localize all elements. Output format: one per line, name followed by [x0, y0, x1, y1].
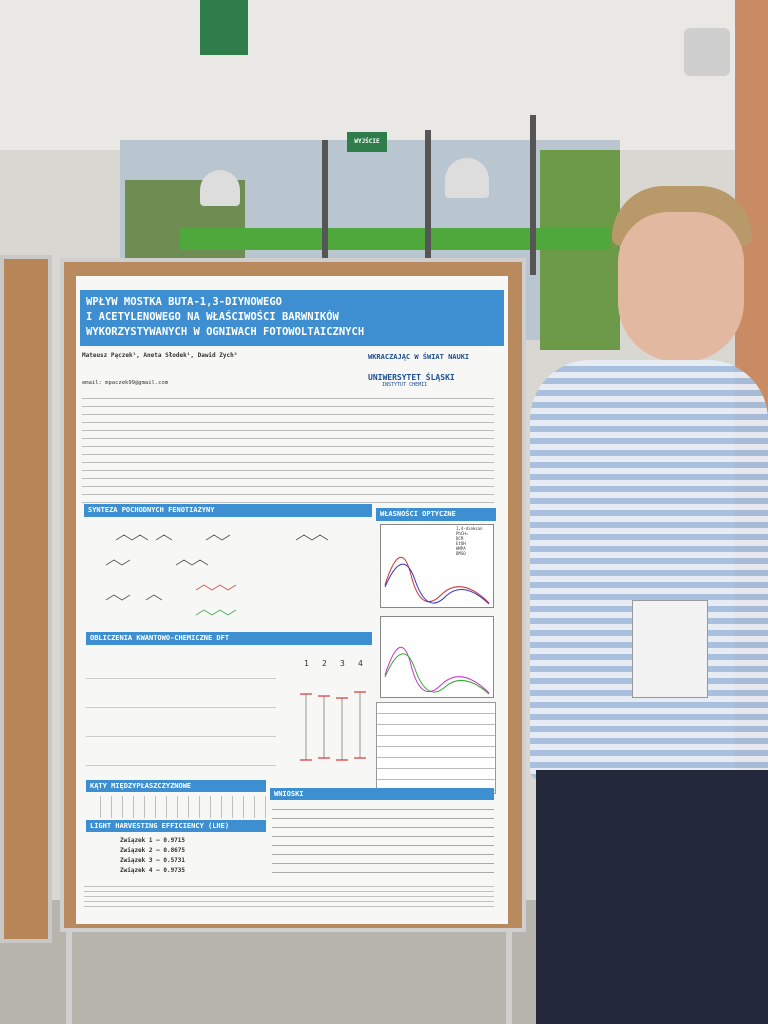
section-header: KĄTY MIĘDZYPŁASZCZYZNOWE: [86, 780, 266, 792]
tree: [540, 150, 620, 350]
intro-text: [82, 394, 494, 504]
section-header: WŁASNOŚCI OPTYCZNE: [376, 508, 496, 521]
title-line: WPŁYW MOSTKA BUTA-1,3-DIYNOWEGO: [86, 296, 282, 308]
side-board: [0, 255, 52, 943]
compound-label: 2: [322, 659, 327, 668]
green-structure: [180, 228, 610, 250]
poster: WPŁYW MOSTKA BUTA-1,3-DIYNOWEGO I ACETYL…: [76, 276, 508, 924]
absorption-chart: [380, 524, 494, 608]
window-frame: [322, 140, 328, 270]
spectrum: [384, 556, 490, 605]
spectrum: [384, 646, 490, 695]
lamp: [200, 170, 240, 206]
projector: [684, 28, 730, 76]
legend-entry: PhCH₃: [456, 531, 469, 536]
legend: 1,4-dioksan PhCH₃ DCM EtOH HMPA DMSO: [456, 526, 483, 556]
compound-label: 4: [358, 659, 363, 668]
angle-sketch: [90, 796, 266, 818]
lhe-value: Związek 1 – 0.9715: [120, 837, 186, 844]
legend-entry: EtOH: [456, 541, 466, 546]
authors: Mateusz Pączek¹, Aneta Słodek¹, Dawid Zy…: [82, 352, 238, 359]
lhe-value: Związek 4 – 0.9735: [120, 867, 186, 874]
logo: WKRACZAJĄC W ŚWIAT NAUKI: [368, 353, 470, 361]
window-frame: [530, 115, 536, 275]
molecule-sketch: [105, 534, 329, 616]
energy-diagram: 1 2 3 4: [294, 660, 374, 770]
exit-sign-top: [200, 0, 248, 55]
poster-title: WPŁYW MOSTKA BUTA-1,3-DIYNOWEGO I ACETYL…: [80, 290, 504, 346]
exit-sign: WYJŚCIE: [347, 132, 387, 152]
shirt: [530, 360, 768, 780]
window-frame: [425, 130, 431, 270]
board-leg: [506, 930, 512, 1024]
email: email: mpaczek99@gmail.com: [82, 380, 169, 386]
face: [618, 212, 744, 362]
title-line: I ACETYLENOWEGO NA WŁAŚCIWOŚCI BARWNIKÓW: [86, 311, 339, 323]
logo-sub: INSTYTUT CHEMII: [382, 382, 428, 388]
ceiling: [0, 0, 768, 150]
section-header: OBLICZENIA KWANTOWO-CHEMICZNE DFT: [86, 632, 372, 645]
absorption-chart: [380, 616, 494, 698]
footnote: [84, 882, 494, 910]
section-header: WNIOSKI: [270, 788, 494, 800]
lhe-list: Związek 1 – 0.9715 Związek 2 – 0.8675 Zw…: [120, 836, 185, 876]
section-header: LIGHT HARVESTING EFFICIENCY (LHE): [86, 820, 266, 832]
legend-entry: HMPA: [456, 546, 466, 551]
conclusions-text: [272, 804, 494, 878]
molecules: [86, 520, 372, 626]
title-line: WYKORZYSTYWANYCH W OGNIWACH FOTOWOLTAICZ…: [86, 326, 365, 338]
optical-table: [376, 702, 496, 794]
legend-entry: DCM: [456, 536, 464, 541]
legend-entry: 1,4-dioksan: [456, 526, 483, 531]
lhe-value: Związek 3 – 0.5731: [120, 857, 186, 864]
compound-label: 1: [304, 659, 309, 668]
levels: [300, 691, 366, 761]
section-header: SYNTEZA POCHODNYCH FENOTIAZYNY: [84, 504, 372, 517]
compound-label: 3: [340, 659, 345, 668]
pants: [536, 770, 768, 1024]
logo: UNIWERSYTET ŚLĄSKI: [368, 373, 455, 382]
lamp: [445, 158, 489, 198]
lhe-value: Związek 2 – 0.8675: [120, 847, 186, 854]
board-leg: [66, 930, 72, 1024]
legend-entry: DMSO: [456, 551, 466, 556]
orbital-table: [86, 650, 276, 776]
name-badge: [632, 600, 708, 698]
